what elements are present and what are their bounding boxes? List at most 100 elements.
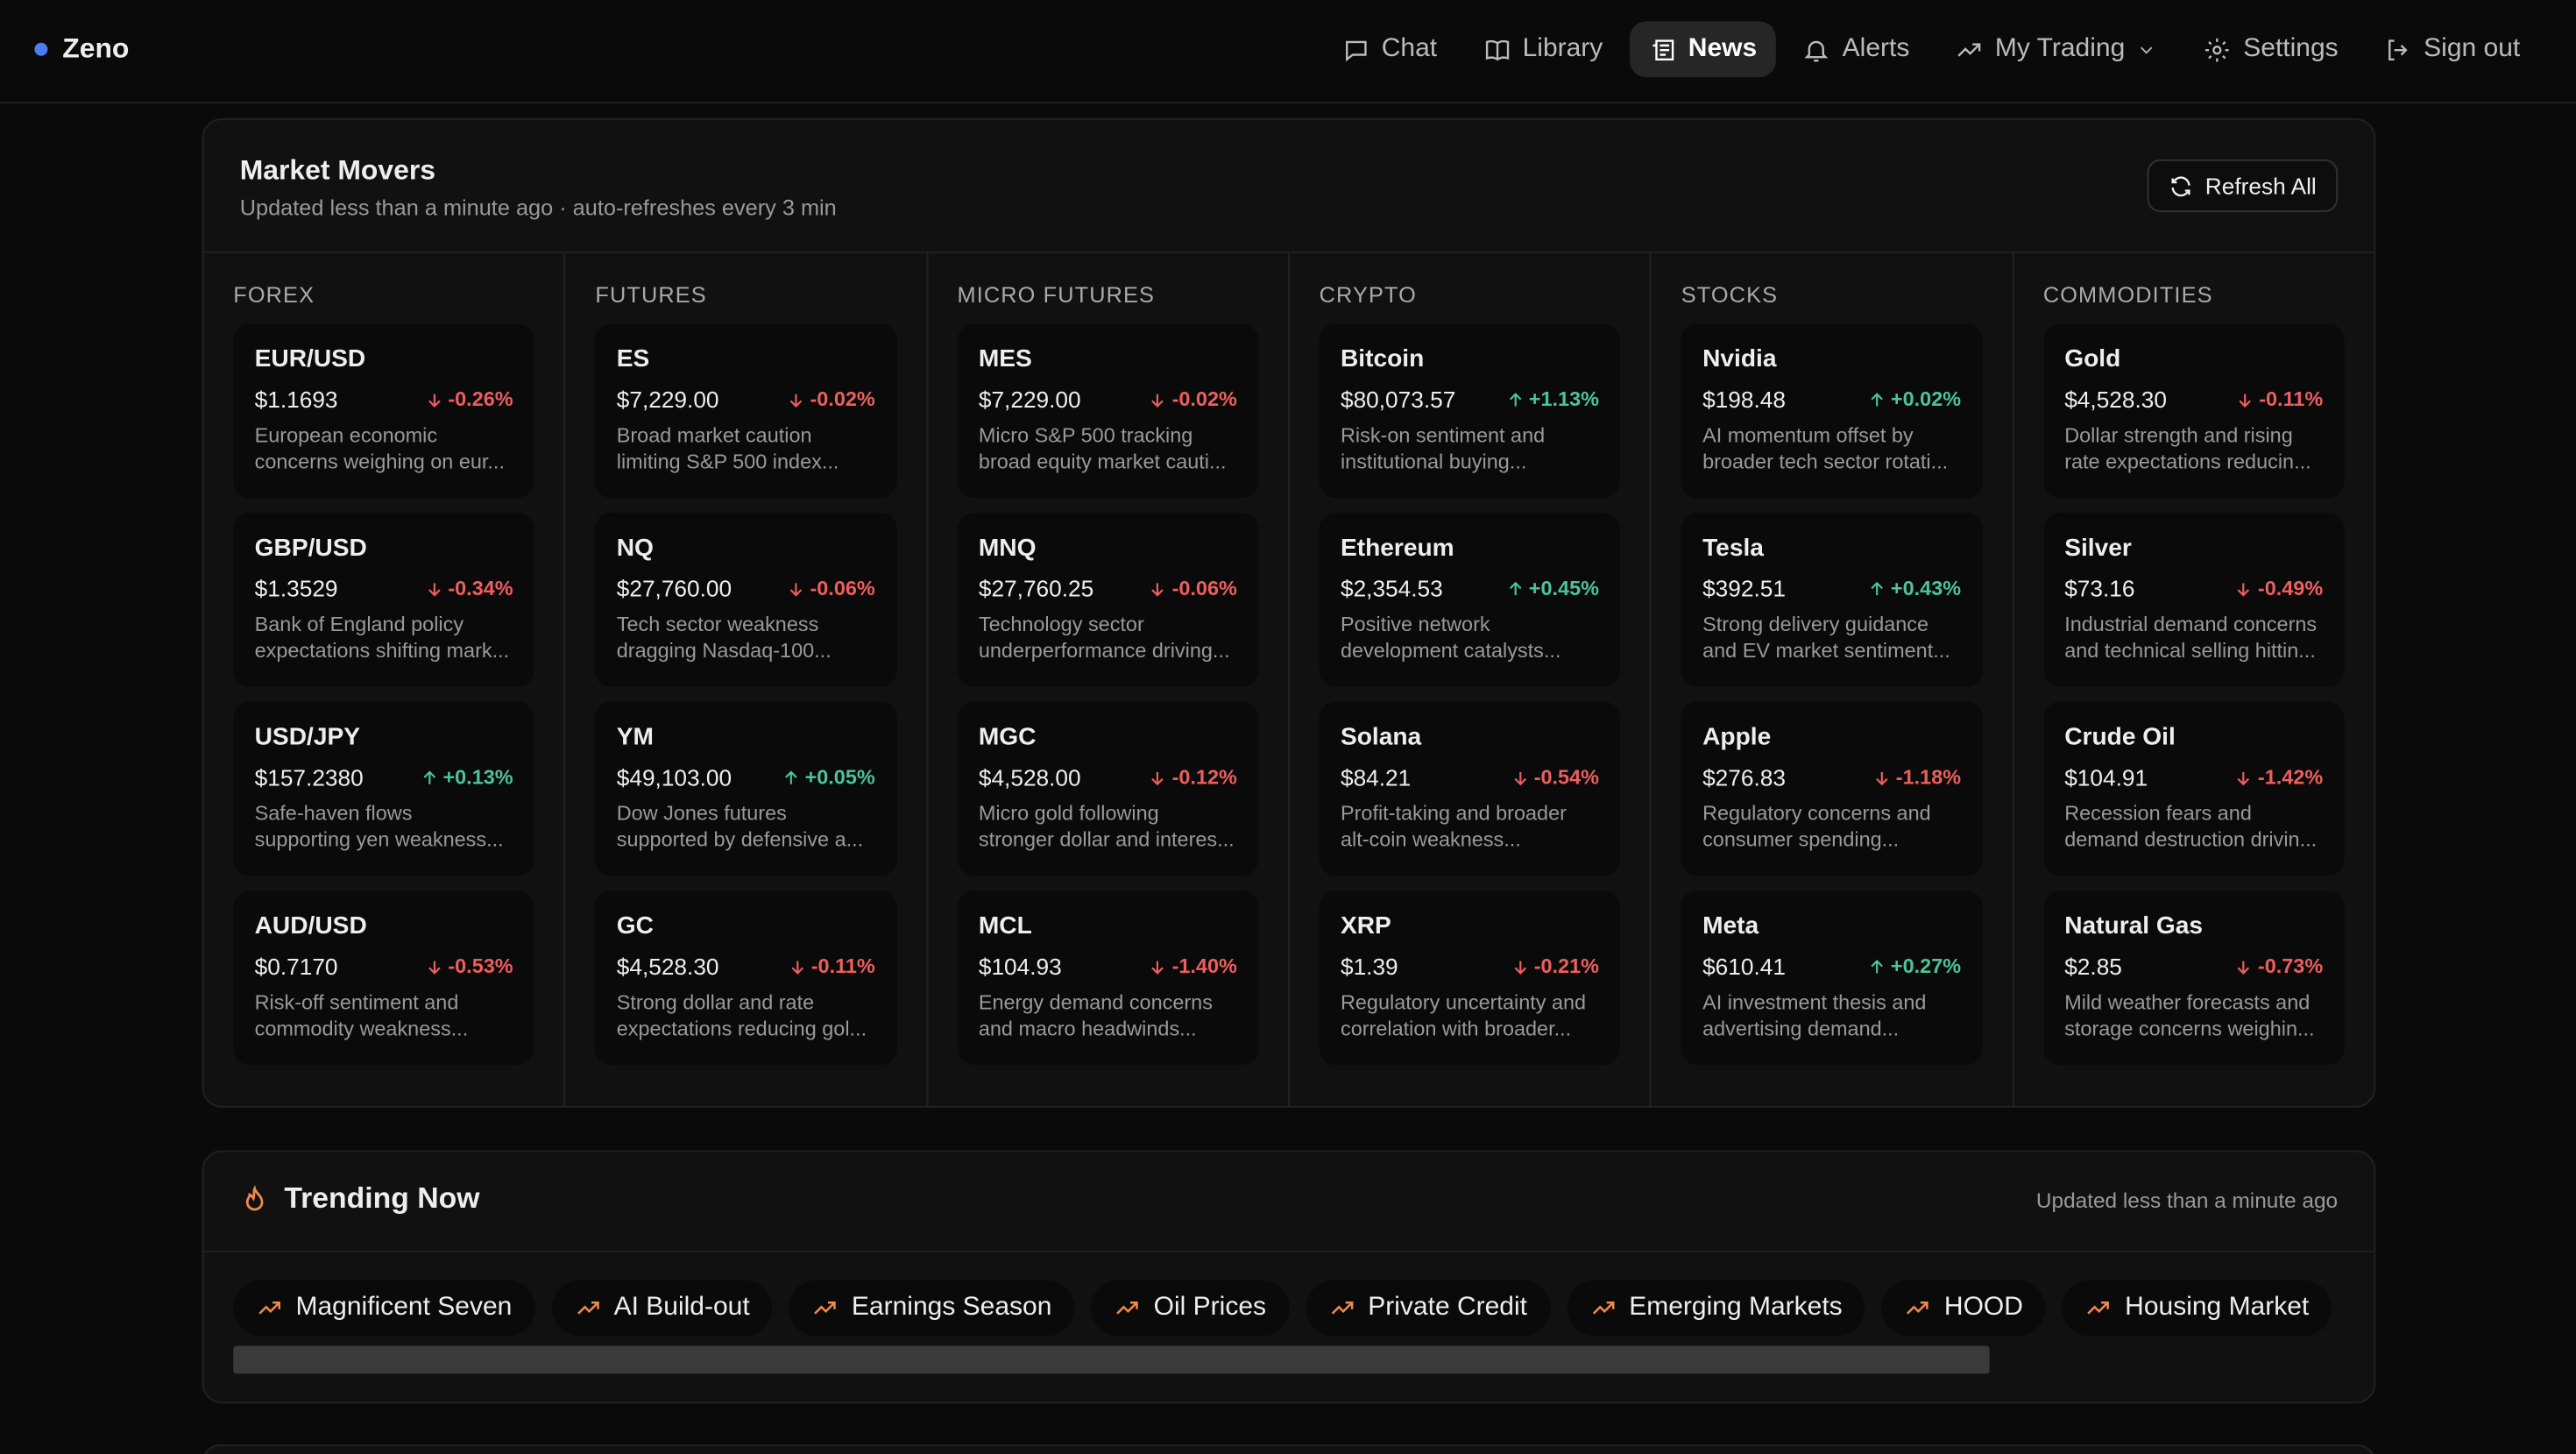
topic-chip[interactable]: Earnings Season — [789, 1280, 1075, 1337]
ticker-card[interactable]: YM $49,103.00 +0.05% Dow Jones futures supp… — [595, 701, 897, 876]
price-row: $2,354.53 +0.45% — [1341, 575, 1599, 601]
ticker-note: Risk-off sentiment and commodity weaknes… — [254, 990, 469, 1040]
ticker-card[interactable]: NQ $27,760.00 -0.06% Tech sector weakness d… — [595, 513, 897, 687]
market-column: FOREX EUR/USD $1.1693 -0.26% European econom… — [204, 252, 566, 1106]
change: +0.27% — [1868, 954, 1961, 980]
topic-chip[interactable]: Emerging Markets — [1566, 1280, 1865, 1337]
market-column: FUTURES ES $7,229.00 -0.02% Broad market cau… — [566, 252, 928, 1106]
change-value: -0.06% — [1171, 577, 1237, 600]
price: $4,528.30 — [2064, 386, 2168, 413]
price: $104.91 — [2064, 763, 2148, 791]
ticker-card[interactable]: MCL $104.93 -1.40% Energy demand concerns a… — [957, 890, 1259, 1065]
topic-chip[interactable]: AI Build-out — [551, 1280, 773, 1337]
ticker-note: Micro gold following stronger dollar and… — [978, 802, 1235, 852]
change-value: -0.02% — [810, 387, 875, 411]
ticker-name: USD/JPY — [254, 723, 361, 751]
price-row: $198.48 +0.02% — [1702, 387, 1961, 413]
nav-item[interactable]: Sign out — [2365, 21, 2540, 77]
nav-label: Chat — [1381, 34, 1438, 63]
change: -0.73% — [2235, 954, 2323, 980]
ticker-card[interactable]: EUR/USD $1.1693 -0.26% European economic co… — [233, 323, 534, 499]
topic-chips: Magnificent Seven AI Build-out Earnings Se… — [233, 1280, 2346, 1337]
ticker-card[interactable]: Crude Oil $104.91 -1.42% Recession fears an… — [2042, 701, 2345, 876]
nav-item[interactable]: Chat — [1322, 21, 1456, 77]
ticker-note: Mild weather forecasts and storage conce… — [2064, 990, 2315, 1040]
price-row: $1.1693 -0.26% — [255, 387, 513, 413]
ticker-card[interactable]: Apple $276.83 -1.18% Regulatory concerns an… — [1681, 701, 1983, 876]
ticker-card[interactable]: MES $7,229.00 -0.02% Micro S&P 500 tracking… — [957, 323, 1259, 499]
price-row: $84.21 -0.54% — [1341, 764, 1599, 791]
ticker-card[interactable]: MNQ $27,760.25 -0.06% Technology sector und… — [957, 513, 1259, 687]
trending-title: Trending Now — [240, 1181, 480, 1216]
topic-label: Emerging Markets — [1629, 1293, 1843, 1322]
ticker-card[interactable]: AUD/USD $0.7170 -0.53% Risk-off sentiment a… — [233, 890, 534, 1065]
change-value: +0.27% — [1890, 954, 1962, 978]
price-row: $0.7170 -0.53% — [255, 954, 513, 980]
ticker-card[interactable]: GBP/USD $1.3529 -0.34% Bank of England poli… — [233, 513, 534, 687]
ticker-card[interactable]: MGC $4,528.00 -0.12% Micro gold following s… — [957, 701, 1259, 876]
change-value: -0.34% — [448, 577, 513, 600]
menu: Chat Library News Alerts My Trading Settings S… — [1322, 21, 2540, 78]
ticker-name: ES — [616, 344, 650, 373]
ticker-name: YM — [616, 723, 654, 751]
change-value: -0.06% — [810, 577, 875, 600]
topic-label: Earnings Season — [851, 1293, 1052, 1322]
change: -0.26% — [425, 387, 513, 413]
nav-item[interactable]: News — [1629, 21, 1777, 78]
nav-item[interactable]: My Trading — [1936, 21, 2177, 77]
column-label: STOCKS — [1681, 282, 1779, 308]
ticker-card[interactable]: Bitcoin $80,073.57 +1.13% Risk-on sentiment… — [1319, 323, 1621, 499]
ticker-name: Nvidia — [1702, 344, 1777, 373]
ticker-card[interactable]: Nvidia $198.48 +0.02% AI momentum offset by… — [1681, 323, 1983, 499]
ticker-card[interactable]: Ethereum $2,354.53 +0.45% Positive network … — [1319, 513, 1621, 687]
ticker-note: Strong dollar and rate expectations redu… — [616, 990, 867, 1040]
change: +1.13% — [1506, 387, 1599, 413]
ticker-name: MES — [978, 344, 1032, 373]
change-value: -0.53% — [448, 954, 513, 978]
price-row: $610.41 +0.27% — [1702, 954, 1961, 980]
price: $49,103.00 — [616, 763, 732, 791]
change: -0.06% — [1149, 575, 1237, 601]
change-value: -0.21% — [1533, 954, 1599, 978]
topic-chip[interactable]: HOOD — [1881, 1280, 2047, 1337]
change: -0.11% — [2236, 387, 2323, 413]
ticker-card[interactable]: Natural Gas $2.85 -0.73% Mild weather forec… — [2042, 890, 2345, 1065]
nav-item[interactable]: Library — [1463, 21, 1623, 77]
ticker-name: Apple — [1702, 723, 1772, 751]
ticker-card[interactable]: ES $7,229.00 -0.02% Broad market caution li… — [595, 323, 897, 499]
topic-chip[interactable]: Housing Market — [2062, 1280, 2332, 1337]
price: $104.93 — [978, 953, 1062, 980]
column-label: COMMODITIES — [2042, 282, 2213, 308]
topic-chip[interactable]: Magnificent Seven — [233, 1280, 535, 1337]
brand-dot — [34, 42, 48, 56]
price-row: $80,073.57 +1.13% — [1341, 387, 1599, 413]
nav-item[interactable]: Alerts — [1783, 21, 1929, 77]
refresh-button[interactable]: Refresh All — [2148, 159, 2339, 212]
nav-item[interactable]: Settings — [2184, 21, 2358, 77]
market-column: MICRO FUTURES MES $7,229.00 -0.02% Micro S&P… — [928, 252, 1290, 1106]
price-row: $4,528.30 -0.11% — [2064, 387, 2323, 413]
ticker-card[interactable]: USD/JPY $157.2380 +0.13% Safe-haven flows s… — [233, 701, 534, 876]
brand[interactable]: Zeno — [34, 33, 129, 67]
ticker-note: Recession fears and demand destruction d… — [2064, 802, 2318, 852]
ticker-card[interactable]: Silver $73.16 -0.49% Industrial demand conc… — [2042, 513, 2345, 687]
ticker-card[interactable]: XRP $1.39 -0.21% Regulatory uncertainty and… — [1319, 890, 1621, 1065]
price-row: $7,229.00 -0.02% — [617, 387, 875, 413]
price: $276.83 — [1702, 763, 1786, 791]
nav-label: Alerts — [1842, 34, 1910, 63]
ticker-card[interactable]: Tesla $392.51 +0.43% Strong delivery guidan… — [1681, 513, 1983, 687]
price-row: $4,528.00 -0.12% — [979, 764, 1237, 791]
ticker-card[interactable]: Solana $84.21 -0.54% Profit-taking and broa… — [1319, 701, 1621, 876]
ticker-name: MCL — [978, 911, 1032, 940]
price: $1.1693 — [254, 386, 338, 413]
topic-chip[interactable]: Oil Prices — [1091, 1280, 1290, 1337]
change-value: +0.45% — [1528, 577, 1599, 600]
topic-label: AI Build-out — [613, 1293, 750, 1322]
ticker-card[interactable]: Gold $4,528.30 -0.11% Dollar strength and r… — [2042, 323, 2345, 499]
ticker-card[interactable]: Meta $610.41 +0.27% AI investment thesis an… — [1681, 890, 1983, 1065]
ticker-card[interactable]: GC $4,528.30 -0.11% Strong dollar and rate … — [595, 890, 897, 1065]
change-value: -0.54% — [1533, 765, 1599, 789]
change: +0.43% — [1868, 575, 1961, 601]
topic-chip[interactable]: Private Credit — [1306, 1280, 1551, 1337]
